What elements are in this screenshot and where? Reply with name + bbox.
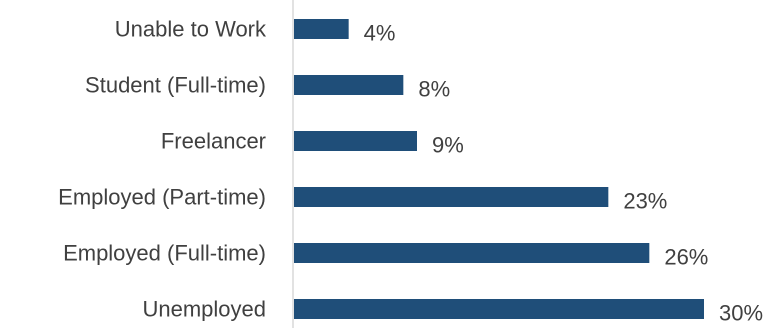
category-label-4: Employed (Full-time) bbox=[63, 241, 266, 266]
category-label-1: Student (Full-time) bbox=[85, 73, 266, 98]
bar-4 bbox=[294, 243, 650, 263]
value-label-3: 23% bbox=[623, 189, 667, 214]
bar-0 bbox=[294, 19, 349, 39]
category-label-2: Freelancer bbox=[161, 129, 266, 154]
category-label-3: Employed (Part-time) bbox=[58, 185, 266, 210]
bar-3 bbox=[294, 187, 609, 207]
value-label-0: 4% bbox=[364, 21, 396, 46]
category-labels-group: Unable to Work Student (Full-time) Freelan… bbox=[58, 17, 267, 322]
bar-1 bbox=[294, 75, 404, 95]
value-label-4: 26% bbox=[664, 245, 708, 270]
category-label-5: Unemployed bbox=[142, 297, 266, 322]
value-label-1: 8% bbox=[418, 77, 450, 102]
category-label-0: Unable to Work bbox=[115, 17, 267, 42]
value-label-2: 9% bbox=[432, 133, 464, 158]
bar-2 bbox=[294, 131, 417, 151]
value-labels-group: 4% 8% 9% 23% 26% 30% bbox=[364, 21, 763, 326]
value-label-5: 30% bbox=[719, 301, 763, 326]
bar-5 bbox=[294, 299, 704, 319]
bars-group bbox=[294, 19, 704, 319]
